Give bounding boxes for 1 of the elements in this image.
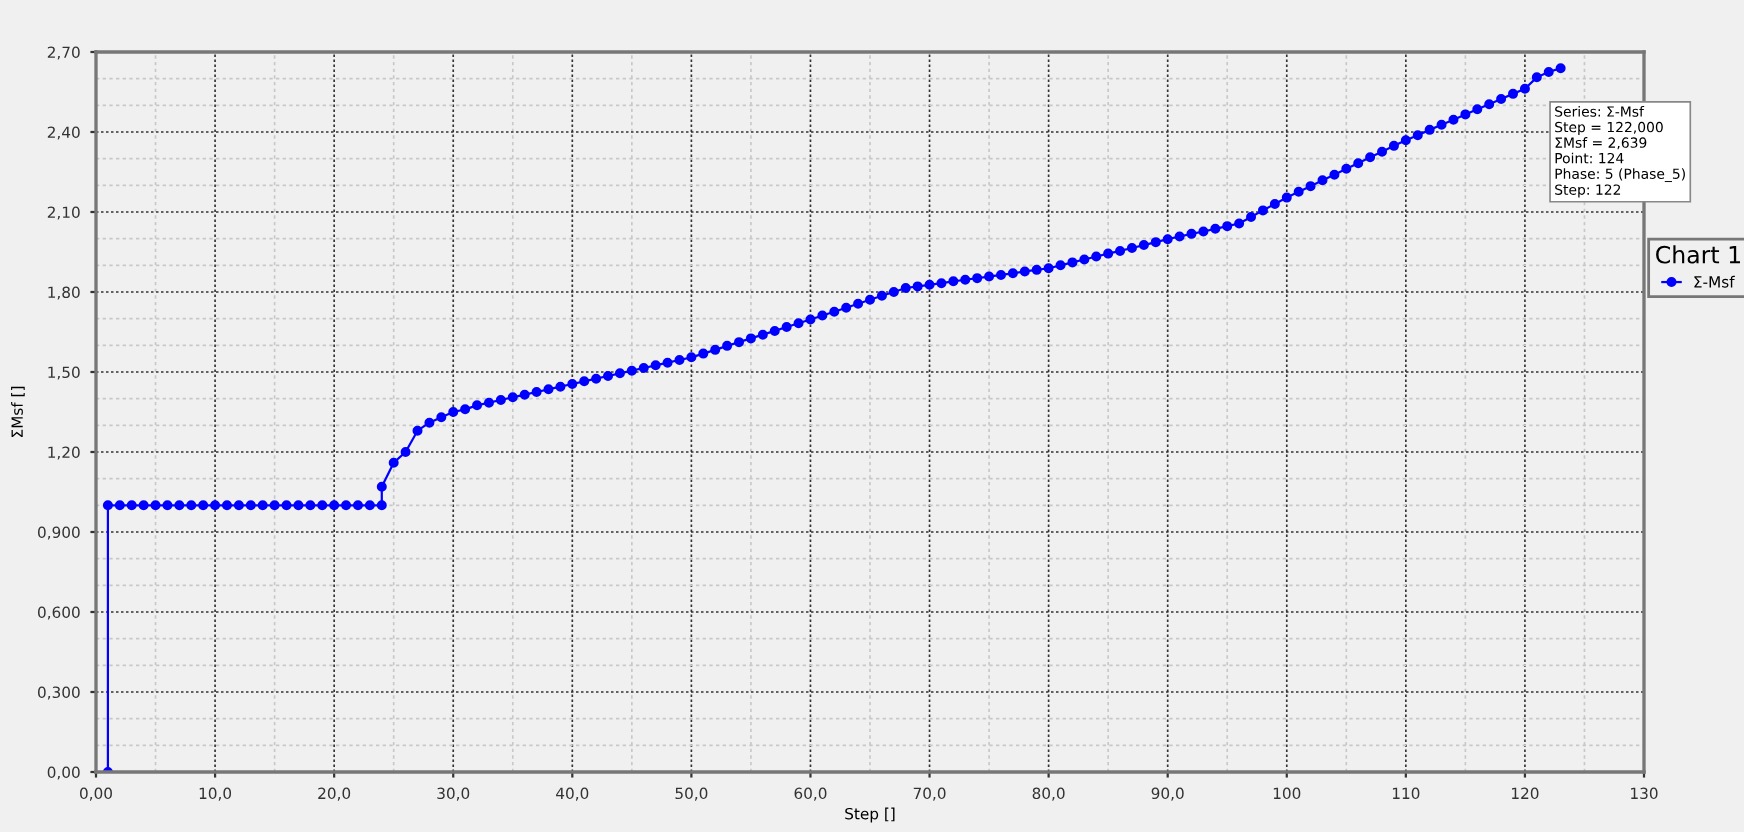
legend-title: Chart 1: [1656, 245, 1740, 264]
